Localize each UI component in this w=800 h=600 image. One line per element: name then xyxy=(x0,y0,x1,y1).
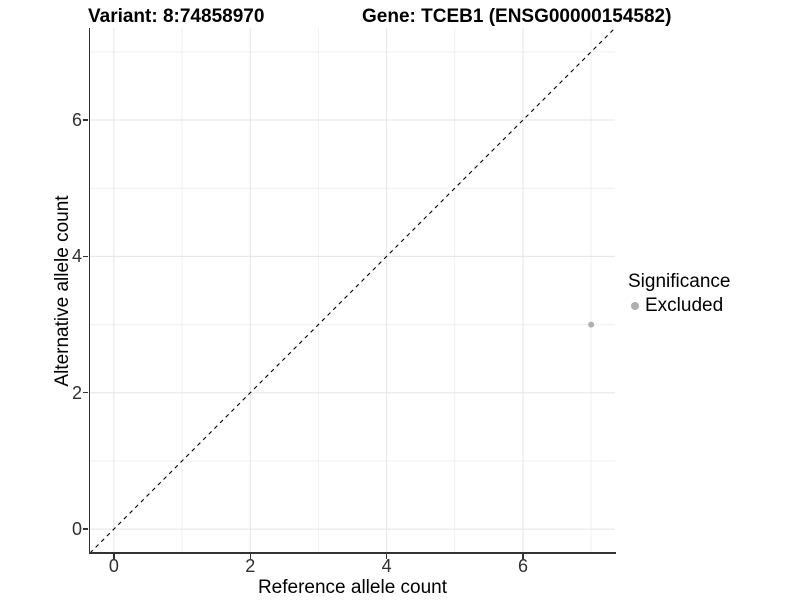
x-tick-label: 4 xyxy=(381,556,392,576)
x-axis-title: Reference allele count xyxy=(257,577,448,598)
legend-point-icon xyxy=(631,301,639,310)
plot-panel xyxy=(89,27,616,554)
legend-item-label: Excluded xyxy=(645,295,724,316)
panel-canvas xyxy=(89,27,616,554)
x-tick-label: 6 xyxy=(517,556,528,576)
x-axis-line xyxy=(88,552,616,554)
x-axis-tick xyxy=(385,554,388,559)
legend: Significance Excluded xyxy=(628,270,730,316)
y-tick-label: 6 xyxy=(71,110,82,131)
y-tick-label: 4 xyxy=(71,246,82,267)
title-gene: Gene: TCEB1 (ENSG00000154582) xyxy=(362,6,672,27)
x-axis-tick xyxy=(249,554,251,559)
title-variant: Variant: 8:74858970 xyxy=(88,6,265,27)
x-tick-label: 2 xyxy=(245,556,256,576)
y-axis-tick xyxy=(83,528,88,530)
y-axis-tick xyxy=(83,119,88,121)
legend-title: Significance xyxy=(628,271,731,292)
y-axis-tick xyxy=(83,392,88,394)
y-tick-label: 0 xyxy=(71,519,82,540)
y-axis-line xyxy=(88,27,91,554)
x-tick-label: 0 xyxy=(108,556,119,576)
identity-line xyxy=(89,27,616,554)
x-axis-tick xyxy=(113,554,115,559)
y-axis-tick xyxy=(83,255,88,258)
legend-item-excluded: Excluded xyxy=(628,295,730,316)
x-axis-tick xyxy=(522,554,524,559)
data-point xyxy=(588,321,595,328)
y-tick-label: 2 xyxy=(71,382,82,403)
